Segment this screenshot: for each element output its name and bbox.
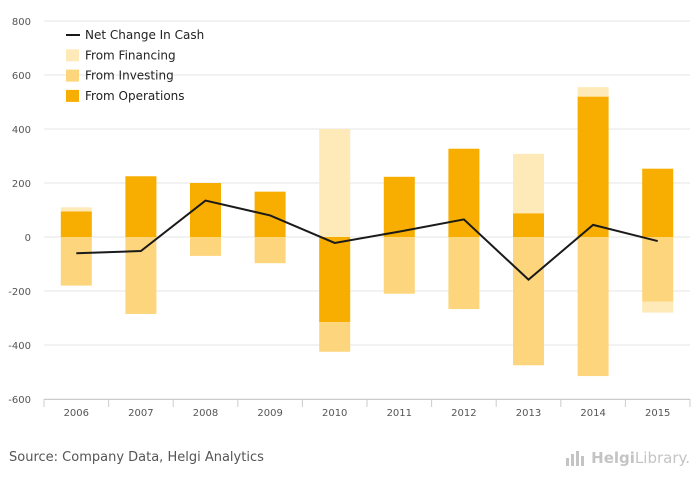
source-note: Source: Company Data, Helgi Analytics xyxy=(9,450,264,465)
y-tick-label: -600 xyxy=(8,395,31,406)
bar-from-investing xyxy=(190,237,221,256)
x-tick-label: 2012 xyxy=(451,408,476,419)
bar-from-investing xyxy=(642,237,674,302)
bar-from-operations xyxy=(513,213,544,237)
x-tick-label: 2006 xyxy=(64,408,89,419)
y-tick-label: -400 xyxy=(8,341,31,352)
x-tick-label: 2015 xyxy=(645,408,670,419)
y-tick-label: 400 xyxy=(12,125,31,136)
cash-flow-chart: -600 -400 -200 0 200 400 600 800 2006 2007 2008 200… xyxy=(8,17,691,419)
x-tick-label: 2007 xyxy=(128,408,153,419)
bar-from-financing xyxy=(513,153,544,214)
bar-from-operations xyxy=(190,183,221,237)
bar-from-investing xyxy=(125,237,157,314)
brand-suffix: Library. xyxy=(634,449,690,467)
y-tick-label: 200 xyxy=(12,179,31,190)
bars-layer xyxy=(60,87,674,377)
x-tick-label: 2008 xyxy=(193,408,218,419)
bar-from-financing xyxy=(60,207,92,212)
bar-from-investing xyxy=(319,322,351,352)
legend-box-marker xyxy=(66,89,79,102)
bar-from-operations xyxy=(125,176,157,237)
line-net-change-in-cash xyxy=(76,199,658,281)
bar-from-investing xyxy=(383,237,415,294)
bar-from-investing xyxy=(448,237,480,310)
x-tick-label: 2013 xyxy=(516,408,541,419)
bar-from-investing xyxy=(60,237,92,286)
bar-from-financing xyxy=(642,301,674,313)
bar-from-financing xyxy=(577,87,609,97)
legend-label: Net Change In Cash xyxy=(85,28,204,42)
y-tick-label: 0 xyxy=(25,233,31,244)
line-layer xyxy=(76,199,658,281)
bar-from-operations xyxy=(60,211,92,237)
legend-label: From Financing xyxy=(85,48,176,62)
legend-box-marker xyxy=(66,49,79,62)
bar-from-investing xyxy=(577,237,609,377)
x-tick-label: 2011 xyxy=(387,408,412,419)
legend: Net Change In Cash From Financing From Inv… xyxy=(66,28,204,103)
y-tick-label: -200 xyxy=(8,287,31,298)
brand-logo: Helgi Library. xyxy=(565,449,690,467)
bar-from-operations xyxy=(319,237,351,323)
x-tick-label: 2014 xyxy=(580,408,605,419)
bar-from-operations xyxy=(254,191,286,237)
bar-from-investing xyxy=(513,237,544,366)
x-tick-label: 2010 xyxy=(322,408,347,419)
bar-from-operations xyxy=(642,168,674,237)
legend-label: From Investing xyxy=(85,69,174,83)
bar-from-operations xyxy=(577,96,609,237)
bar-from-financing xyxy=(319,129,351,237)
bar-from-operations xyxy=(448,148,480,237)
axes-layer: -600 -400 -200 0 200 400 600 800 2006 2007 2008 200… xyxy=(8,17,691,419)
y-tick-label: 600 xyxy=(12,71,31,82)
legend-label: From Operations xyxy=(85,89,185,103)
brand-icon xyxy=(566,451,585,466)
brand-prefix: Helgi xyxy=(591,449,635,467)
legend-box-marker xyxy=(66,69,79,82)
bar-from-investing xyxy=(254,237,286,264)
bar-from-operations xyxy=(383,176,415,237)
x-tick-label: 2009 xyxy=(257,408,282,419)
y-tick-label: 800 xyxy=(12,17,31,28)
